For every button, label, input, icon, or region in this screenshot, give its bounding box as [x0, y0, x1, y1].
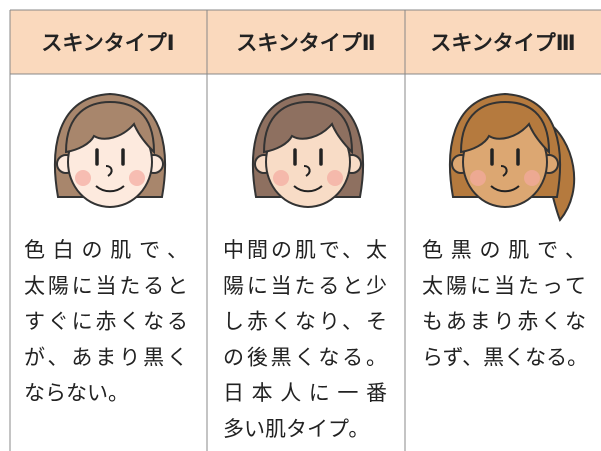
description-line: すぐに赤くなる — [24, 310, 188, 334]
description-line: もあまり赤くな — [422, 310, 586, 334]
description-line: 中間の肌で、太 — [223, 238, 387, 262]
description-line: 色白の肌で、 — [24, 238, 188, 262]
description-line: 色黒の肌で、 — [422, 238, 586, 262]
description-line: ならない。 — [24, 381, 129, 405]
description-line: らず、黒くなる。 — [422, 345, 588, 369]
header: スキンタイプⅢ — [430, 31, 575, 55]
description-line: が、あまり黒く — [24, 345, 188, 369]
header: スキンタイプⅠ — [41, 31, 174, 55]
description-line: 陽に当たると少 — [223, 274, 387, 298]
header: スキンタイプⅡ — [236, 31, 375, 55]
face-illustration — [53, 92, 167, 209]
face-illustration — [251, 92, 365, 209]
description-line: 多い肌タイプ。 — [223, 417, 369, 441]
description-line: の後黒くなる。 — [223, 345, 387, 369]
header-band — [10, 10, 601, 74]
description-line: 太陽に当たって — [422, 274, 586, 298]
description-line: 太陽に当たると — [24, 274, 188, 298]
description-line: し赤くなり、そ — [223, 310, 387, 334]
face-illustration — [448, 92, 576, 222]
description-line: 日本人に一番 — [223, 381, 387, 405]
